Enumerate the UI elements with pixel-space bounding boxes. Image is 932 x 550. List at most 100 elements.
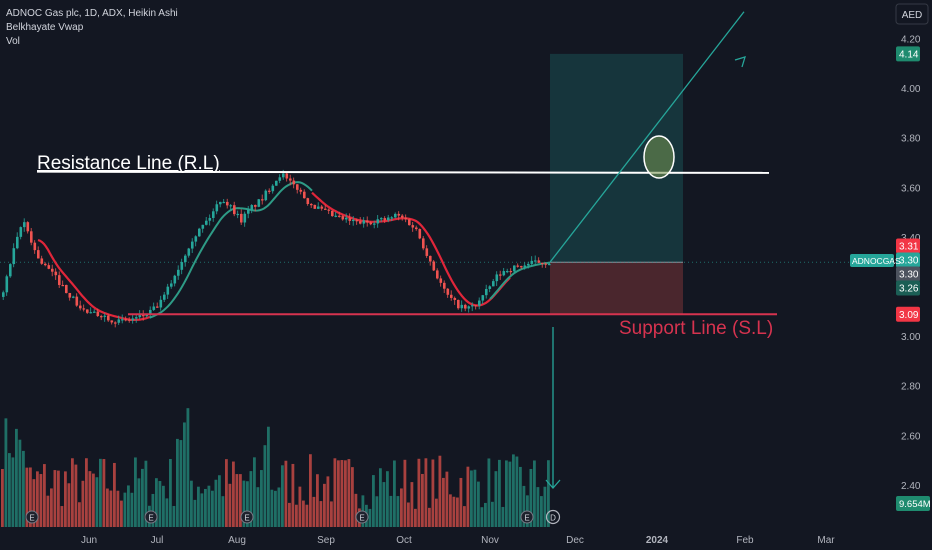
- volume-bar: [519, 466, 522, 527]
- candle-body: [292, 180, 296, 185]
- time-axis[interactable]: Jun Jul Aug Sep Oct Nov Dec 2024 Feb Mar: [81, 535, 835, 546]
- candle-body: [506, 270, 509, 273]
- volume-bar: [228, 483, 232, 527]
- candle-body: [145, 314, 149, 317]
- volume-bar: [88, 471, 92, 527]
- candle-body: [436, 270, 439, 279]
- volume-bar: [43, 464, 46, 527]
- candle-body: [425, 248, 429, 256]
- candle-body: [366, 220, 369, 223]
- last-price-tag-bg: [896, 252, 920, 268]
- volume-bar: [207, 485, 211, 527]
- volume-bar: [309, 454, 312, 527]
- down-arrow-head: [545, 479, 561, 489]
- projection-arrow-line: [549, 11, 745, 263]
- volume-bar: [330, 501, 333, 527]
- candle-body: [93, 311, 96, 313]
- candle-body: [481, 295, 485, 301]
- volume-bar: [512, 454, 515, 527]
- time-tick-label: Mar: [817, 535, 835, 546]
- volume-bar: [386, 471, 389, 527]
- candle-body: [299, 189, 303, 192]
- candle-body: [488, 286, 492, 289]
- volume-bar: [155, 478, 158, 527]
- currency-button[interactable]: [895, 3, 929, 25]
- candle-body: [457, 299, 460, 309]
- earnings-marker-label: E: [359, 514, 364, 523]
- volume-bar: [428, 507, 431, 527]
- candle-body: [96, 311, 100, 317]
- last-gray-tag: 3.30: [899, 270, 919, 281]
- vwap-green-3: [489, 261, 551, 300]
- candlesticks: [2, 169, 551, 328]
- volume-bar: [435, 498, 438, 527]
- candle-body: [117, 319, 121, 323]
- vwap-lines: [38, 182, 551, 321]
- candle-body: [219, 201, 222, 205]
- candle-body: [348, 217, 352, 221]
- candle-body: [131, 318, 135, 321]
- volume-bar: [25, 467, 29, 527]
- volume-bar: [8, 453, 11, 527]
- volume-bar: [221, 496, 225, 527]
- candle-body: [341, 216, 345, 220]
- candle-body: [128, 319, 131, 321]
- candle-body: [58, 275, 61, 285]
- candle-body: [516, 265, 520, 267]
- volume-bar: [417, 458, 421, 527]
- volume-bar: [403, 459, 407, 527]
- candle-body: [422, 238, 425, 249]
- stop-price-tag-bg: [896, 238, 920, 254]
- candle-body: [47, 265, 51, 269]
- currency-label: AED: [902, 10, 923, 21]
- candle-body: [16, 236, 19, 249]
- volume-bar: [183, 422, 186, 527]
- volume-bar: [540, 496, 543, 527]
- candle-body: [187, 248, 191, 256]
- support-price-tag: 3.09: [899, 310, 919, 321]
- volume-bar: [312, 496, 316, 527]
- volume-bar: [186, 408, 190, 527]
- candle-body: [338, 215, 341, 217]
- volume-bar: [64, 471, 67, 527]
- volume-bar: [242, 480, 246, 527]
- candle-body: [205, 220, 208, 225]
- volume-bar: [18, 439, 22, 527]
- candle-body: [124, 319, 128, 321]
- volume-bar: [508, 461, 512, 527]
- projection-arrow-head: [734, 56, 746, 68]
- last-price-tag: 3.30: [899, 256, 919, 267]
- volume-bar: [470, 470, 473, 527]
- indicator-volume-label[interactable]: Vol: [6, 36, 20, 47]
- volume-bar: [459, 477, 463, 527]
- candle-body: [110, 320, 114, 323]
- symbol-title[interactable]: ADNOC Gas plc, 1D, ADX, Heikin Ashi: [6, 8, 178, 19]
- volume-bar: [431, 459, 435, 527]
- volume-bar: [116, 490, 120, 527]
- volume-bar: [235, 474, 239, 527]
- candle-body: [103, 315, 107, 317]
- volume-bar: [232, 461, 235, 527]
- volume-bar: [32, 479, 36, 527]
- candle-body: [509, 270, 513, 273]
- candle-body: [40, 258, 44, 264]
- candle-body: [33, 242, 37, 251]
- volume-bar: [337, 460, 340, 527]
- volume-bar: [410, 482, 414, 527]
- candle-body: [418, 229, 422, 239]
- candle-body: [5, 276, 9, 293]
- last-gray-tag-bg: [896, 266, 920, 282]
- candle-body: [502, 271, 506, 276]
- candle-body: [530, 260, 534, 264]
- candle-body: [215, 204, 219, 212]
- volume-bar: [274, 490, 277, 527]
- volume-bar: [162, 485, 165, 527]
- candle-body: [75, 296, 79, 306]
- volume-bar: [368, 508, 372, 527]
- indicator-vwap-label[interactable]: Belkhayate Vwap: [6, 22, 84, 33]
- candle-body: [313, 204, 317, 209]
- candle-body: [317, 206, 320, 209]
- volume-bar: [498, 459, 501, 527]
- volume-bar: [393, 460, 396, 527]
